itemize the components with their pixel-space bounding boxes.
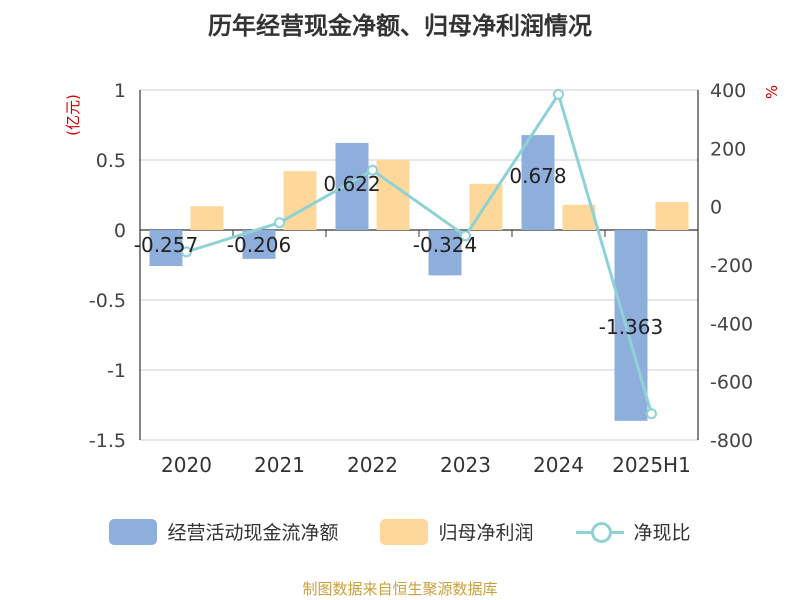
bar-net-profit	[376, 160, 410, 230]
bar-net-profit	[190, 206, 224, 230]
right-tick-label: -600	[710, 372, 753, 394]
left-tick-label: -0.5	[89, 290, 126, 312]
data-label-operating-cashflow: 0.678	[509, 164, 566, 188]
right-axis-unit: %	[763, 85, 781, 99]
x-tick-label: 2022	[347, 453, 398, 477]
chart-title: 历年经营现金净额、归母净利润情况	[208, 12, 592, 40]
left-axis-unit: (亿元)	[64, 94, 82, 136]
point-cash-ratio	[274, 217, 285, 229]
bar-net-profit	[283, 171, 317, 230]
bar-operating-cashflow	[521, 135, 555, 230]
bar-operating-cashflow	[242, 230, 276, 259]
bar-operating-cashflow	[428, 230, 462, 276]
left-tick-label: 0	[114, 220, 126, 242]
legend-swatch-net-profit	[380, 518, 429, 545]
right-tick-label: 200	[710, 138, 746, 160]
point-cash-ratio	[181, 246, 192, 258]
x-tick-label: 2021	[254, 453, 305, 477]
x-tick-label: 2020	[161, 453, 212, 477]
bar-net-profit	[562, 204, 596, 230]
x-tick-label: 2023	[440, 453, 491, 477]
data-label-operating-cashflow: -0.206	[227, 233, 291, 257]
legend-swatch-cash-ratio	[575, 519, 624, 545]
legend-label-net-profit: 归母净利润	[438, 522, 534, 544]
legend-label-operating-cashflow: 经营活动现金流净额	[167, 522, 339, 544]
data-label-operating-cashflow: -0.324	[413, 233, 477, 257]
x-tick-label: 2025H1	[612, 453, 691, 477]
point-cash-ratio	[460, 230, 471, 242]
right-tick-label: -200	[710, 255, 753, 277]
left-tick-label: 0.5	[96, 150, 126, 172]
point-cash-ratio	[367, 164, 378, 176]
line-cash-ratio	[186, 90, 653, 415]
data-label-operating-cashflow: -0.257	[134, 233, 198, 257]
legend-item-net-profit[interactable]: 归母净利润	[380, 518, 534, 545]
left-tick-label: -1	[107, 360, 126, 382]
bar-net-profit	[655, 202, 689, 230]
left-tick-label: 1	[114, 80, 126, 102]
bar-operating-cashflow	[149, 230, 183, 266]
legend-item-cash-ratio[interactable]: 净现比	[575, 518, 691, 545]
legend-label-cash-ratio: 净现比	[633, 522, 691, 544]
point-cash-ratio	[646, 408, 657, 420]
left-tick-label: -1.5	[89, 430, 126, 452]
data-label-operating-cashflow: 0.622	[323, 172, 380, 196]
x-tick-label: 2024	[533, 453, 584, 477]
right-tick-label: 400	[710, 80, 746, 102]
point-cash-ratio	[553, 88, 564, 100]
source-note: 制图数据来自恒生聚源数据库	[302, 580, 498, 598]
legend: 经营活动现金流净额 归母净利润 净现比	[0, 518, 800, 545]
data-label-operating-cashflow: -1.363	[599, 315, 663, 339]
bar-operating-cashflow	[614, 230, 648, 421]
right-tick-label: 0	[710, 197, 722, 219]
right-tick-label: -800	[710, 430, 753, 452]
legend-swatch-operating-cashflow	[109, 518, 158, 545]
legend-item-operating-cashflow[interactable]: 经营活动现金流净额	[109, 518, 338, 545]
right-tick-label: -400	[710, 313, 753, 335]
